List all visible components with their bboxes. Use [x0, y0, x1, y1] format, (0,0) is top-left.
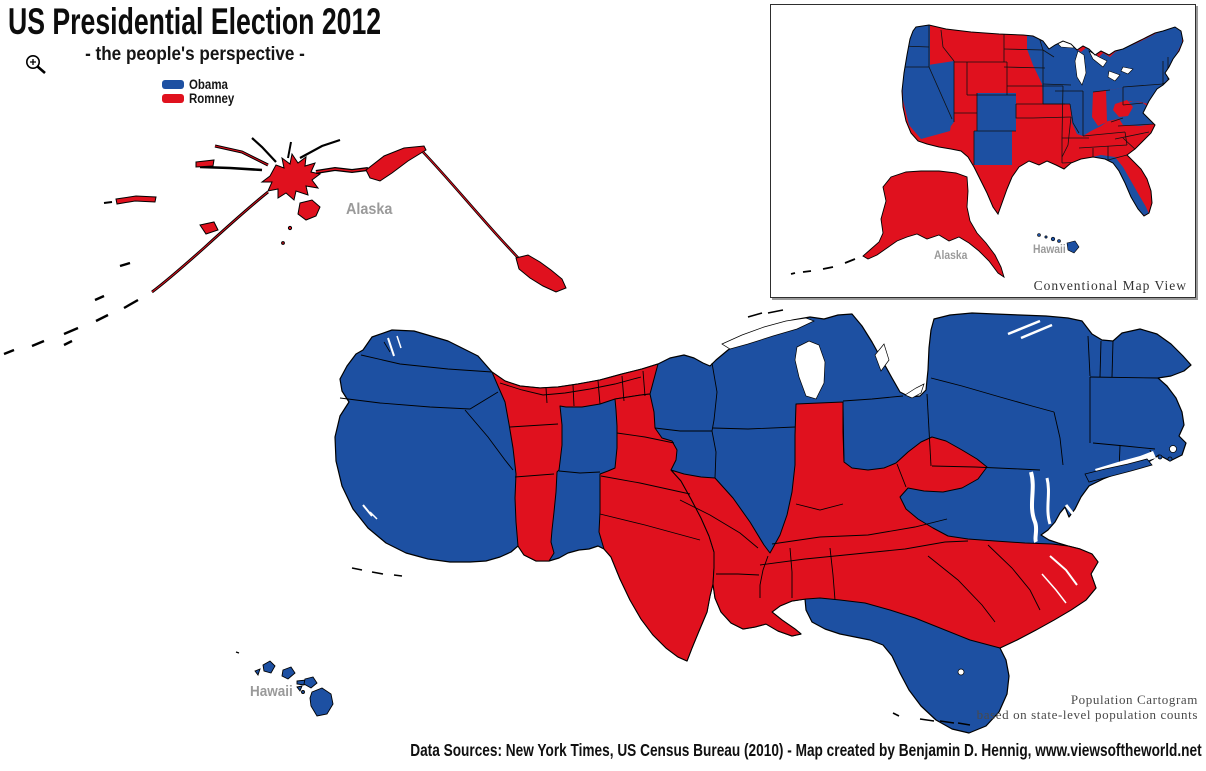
inset-lake-michigan: [1074, 50, 1087, 86]
sf-bay-2: [369, 511, 378, 520]
inset-ca: [902, 65, 952, 139]
alaska-nw-spike-1-red: [214, 145, 269, 166]
legend-row-romney: Romney: [162, 90, 242, 106]
alaska-w-dash-cluster: [115, 195, 157, 205]
inset-co-nm: [974, 93, 1016, 165]
island-hawaii-big: [309, 687, 334, 717]
inset-lake-huron: [1088, 50, 1108, 68]
puget-sound-1: [387, 337, 395, 357]
cape-cod-bay: [1169, 445, 1177, 453]
magnifier-icon: [26, 55, 46, 74]
inset-alaska: [790, 170, 1005, 279]
inset-aleutian-dashes: [790, 258, 856, 275]
hawaii-label-inset: Hawaii: [1033, 244, 1066, 256]
island-lanai: [296, 685, 303, 692]
annotation-line-1: Population Cartogram: [1070, 692, 1198, 707]
alaska-kite: [365, 145, 427, 182]
page-subtitle: - the people's perspective -: [85, 44, 305, 65]
inset-lake-ontario: [1120, 66, 1134, 75]
st-lawrence-slash-1: [1007, 319, 1041, 336]
isle-royale: [747, 309, 784, 318]
alaska-n-spike-2: [287, 141, 292, 159]
alaska-sw-arm-red: [151, 191, 269, 293]
alaska-south-cluster: [297, 199, 321, 221]
alaska-n-spike-1: [251, 137, 277, 163]
legend-row-obama: Obama: [162, 76, 242, 92]
alaska-w-spike: [199, 165, 263, 172]
cartogram-base-silhouette: [334, 312, 1192, 734]
florida-keys: [892, 712, 971, 726]
st-lawrence-slash-2: [1020, 323, 1053, 340]
island-oahu: [281, 666, 296, 680]
outer-banks-1: [1049, 555, 1078, 586]
water-features: [721, 317, 1177, 676]
island-kahoolawe: [301, 690, 305, 694]
alaska-w-dash-2: [103, 201, 113, 204]
alaska-nw-dash: [195, 159, 215, 168]
puget-sound-2: [396, 335, 402, 349]
aleutian-dashes: [3, 261, 139, 356]
alaska-label-inset: Alaska: [934, 250, 968, 262]
water-strokes: [0, 0, 1077, 603]
page-title: US Presidential Election 2012: [8, 1, 382, 42]
hawaii-label-main: Hawaii: [250, 683, 293, 700]
lake-superior: [721, 317, 815, 350]
coastal-islands: [1157, 454, 1173, 462]
romney-color-swatch: [162, 93, 184, 103]
legend: Obama Romney: [162, 76, 242, 106]
alaska-label-main: Alaska: [346, 201, 393, 218]
romney-regions: [491, 363, 1099, 662]
alaska-cartogram: [3, 137, 567, 356]
inset-northeast: [1110, 27, 1182, 104]
inset-lake-erie: [1107, 70, 1121, 82]
chesapeake-channel-2: [1045, 477, 1052, 525]
alaska-nw-spike-1: [214, 144, 269, 167]
alaska-panhandle-cluster: [515, 254, 567, 293]
puget-squiggle: [383, 341, 391, 353]
alaska-east-arm-red: [315, 168, 369, 173]
obama-legend-label: Obama: [189, 76, 228, 92]
island-kauai: [262, 660, 276, 674]
island-niihau: [254, 668, 261, 676]
obama-color-swatch: [162, 79, 184, 89]
alaska-dot-1: [287, 225, 293, 231]
mainland-cartogram: [0, 0, 1192, 734]
chesapeake-channel-1: [1029, 471, 1039, 543]
hawaii-islands-main: [235, 651, 334, 717]
tiny-dash-nw: [235, 651, 240, 654]
black-island-dashes: [351, 309, 971, 726]
delaware-bay: [1064, 504, 1075, 515]
inset-alaska-body: [862, 170, 1005, 279]
inset-hawaii: [1037, 233, 1080, 254]
lake-erie-sliver: [904, 383, 925, 399]
alaska-dot-2: [281, 241, 285, 245]
annotation-line-2: based on state-level population counts: [976, 707, 1198, 722]
romney-legend-label: Romney: [189, 90, 235, 106]
conventional-map-svg: [790, 24, 1184, 279]
inset-in: [1092, 90, 1107, 126]
island-maui: [303, 676, 318, 689]
channel-islands: [351, 567, 403, 577]
footer-credit: Data Sources: New York Times, US Census …: [410, 740, 1202, 760]
state-border-lines: [339, 335, 1159, 623]
red-region-south-east: [670, 401, 1099, 649]
cartogram-annotation: Population Cartogram based on state-leve…: [977, 692, 1198, 722]
inset-caption: Conventional Map View: [1033, 278, 1187, 293]
alaska-knot: [260, 152, 322, 201]
inset-us-outline: [901, 24, 1184, 217]
lake-michigan: [794, 340, 826, 400]
red-region-mountain-column: [491, 363, 659, 562]
long-island: [1084, 458, 1153, 483]
sf-bay-1: [362, 504, 373, 517]
alaska-ne-spike: [299, 138, 341, 159]
conventional-map-inset: Alaska Hawaii Conventional Map View: [770, 4, 1196, 298]
saginaw-bay: [874, 343, 890, 372]
red-region-plains-texas: [598, 393, 715, 662]
lake-okeechobee: [957, 668, 965, 676]
alaska-mid-blob: [199, 221, 219, 235]
alaska-se-tail-red: [422, 151, 527, 267]
outer-banks-2: [1041, 573, 1067, 604]
